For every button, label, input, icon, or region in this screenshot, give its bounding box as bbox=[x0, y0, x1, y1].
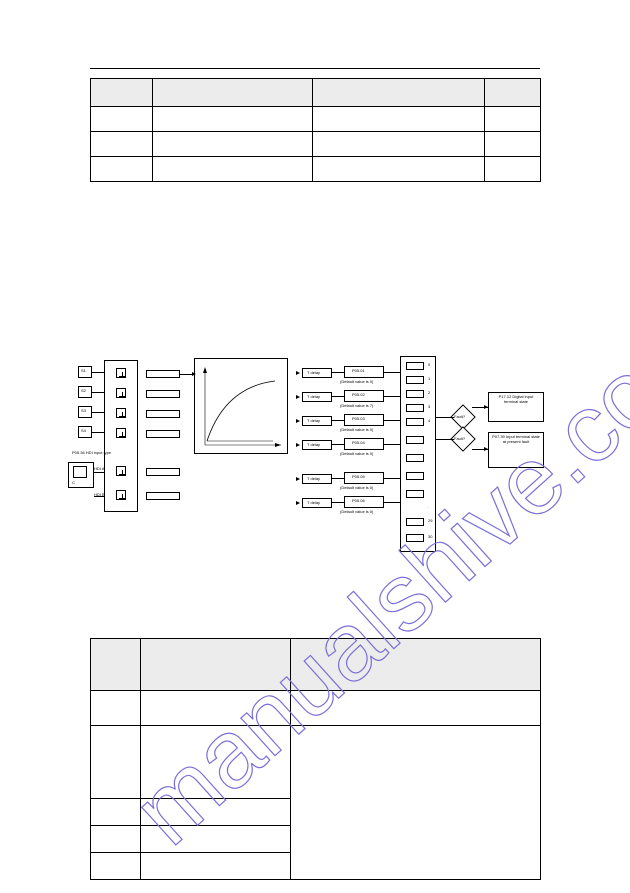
input-s2-label: S2 bbox=[81, 388, 86, 393]
bar-1 bbox=[146, 370, 180, 378]
input-s1-label: S1 bbox=[81, 368, 86, 373]
hdi-label: P05.36 HDI input type bbox=[72, 450, 112, 455]
input-s4-label: S4 bbox=[81, 428, 86, 433]
input-s3-label: S3 bbox=[81, 408, 86, 413]
hdi-sub-c: C bbox=[72, 480, 75, 485]
table-top bbox=[90, 78, 541, 182]
table-bottom bbox=[90, 638, 541, 880]
hdi-triangle-icon bbox=[74, 467, 86, 477]
filter-icon-1 bbox=[116, 368, 126, 378]
bar-4 bbox=[146, 430, 180, 438]
bar-5 bbox=[146, 468, 180, 476]
filter-icon-5 bbox=[116, 466, 126, 476]
bar-6 bbox=[146, 492, 180, 500]
curve-box bbox=[194, 358, 288, 454]
filter-icon-2 bbox=[116, 388, 126, 398]
bar-3 bbox=[146, 410, 180, 418]
filter-icon-6 bbox=[116, 490, 126, 500]
filter-icon-3 bbox=[116, 408, 126, 418]
hdi-sub-a: HDI A bbox=[94, 466, 104, 471]
filter-icon-4 bbox=[116, 428, 126, 438]
curve-svg bbox=[195, 359, 289, 455]
top-rule bbox=[90, 68, 540, 69]
block-diagram: S1 S2 S3 S4 P05.36 HDI input type C H bbox=[78, 354, 558, 574]
bar-2 bbox=[146, 390, 180, 398]
